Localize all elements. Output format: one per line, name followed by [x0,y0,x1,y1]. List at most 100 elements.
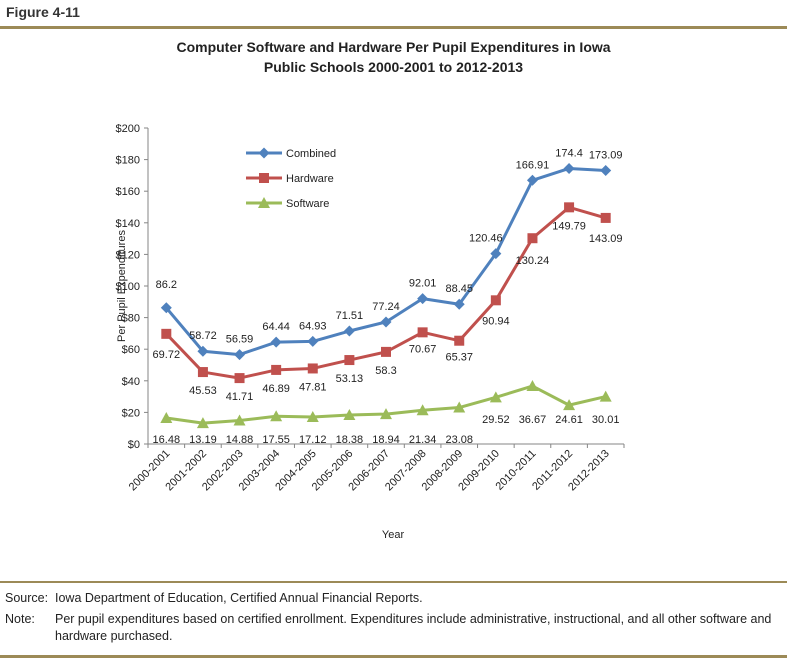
hardware-point [344,355,355,366]
chart-title-line-2: Public Schools 2000-2001 to 2012-2013 [263,59,524,75]
combined-point [160,302,172,314]
y-tick-label: $160 [116,186,140,198]
hardware-point [197,367,208,378]
combined-point [270,336,282,348]
source-text: Iowa Department of Education, Certified … [55,591,423,605]
software-point [196,417,209,429]
hardware-point [381,346,391,357]
hardware-data-label: 143.09 [589,233,623,245]
hardware-point [307,363,318,374]
hardware-point [564,202,575,213]
software-data-label: 21.34 [409,434,437,446]
software-point [416,404,429,416]
combined-data-label: 64.44 [262,321,290,333]
combined-point [234,349,246,361]
x-axis-title: Year [382,529,405,541]
combined-data-label: 77.24 [372,301,400,313]
legend-label-combined: Combined [286,148,336,160]
combined-point [526,174,538,186]
software-point [453,401,466,413]
hardware-point [417,327,428,338]
y-tick-label: $40 [122,376,140,388]
y-tick-label: $140 [116,218,140,230]
y-tick-label: $60 [122,344,140,356]
hardware-point [234,373,245,384]
software-point [380,408,392,420]
combined-data-label: 174.4 [555,147,583,159]
software-point [233,414,246,426]
software-point [270,410,283,422]
software-point [306,410,319,422]
hardware-point [490,295,501,306]
y-tick-label: $0 [128,439,140,451]
combined-point [343,325,355,337]
combined-point [453,298,465,310]
combined-point [490,248,502,260]
hardware-point [271,364,282,375]
combined-data-label: 58.72 [189,330,217,342]
software-data-label: 18.94 [372,434,400,446]
legend-label-hardware: Hardware [286,173,334,185]
software-data-label: 24.61 [555,414,583,426]
hardware-data-label: 70.67 [409,343,437,355]
combined-point [307,335,319,347]
software-data-label: 18.38 [336,434,364,446]
legend-marker-software [258,197,270,208]
legend-marker-combined [258,147,270,159]
software-data-label: 13.19 [189,434,217,446]
hardware-point [454,335,465,346]
legend-marker-hardware [259,173,269,183]
combined-data-label: 88.45 [445,283,473,295]
software-point [160,411,173,423]
combined-data-label: 173.09 [589,150,623,162]
note-text: Per pupil expenditures based on certifie… [55,612,772,643]
hardware-data-label: 45.53 [189,385,217,397]
source-key: Source: [5,591,49,605]
middle-rule [0,581,787,583]
hardware-data-label: 130.24 [516,255,550,267]
y-tick-label: $200 [116,123,140,135]
chart-title: Computer Software and Hardware Per Pupil… [100,37,687,77]
combined-data-label: 56.59 [226,334,254,346]
note-key: Note: [5,612,35,626]
software-data-label: 36.67 [519,414,547,426]
software-data-label: 16.48 [153,434,181,446]
software-data-label: 23.08 [445,434,473,446]
software-data-label: 30.01 [592,414,620,426]
footnotes: Source: Iowa Department of Education, Ce… [5,590,775,645]
software-point [563,399,576,411]
software-data-label: 14.88 [226,434,254,446]
hardware-point [527,233,538,244]
software-point [526,380,539,392]
note-row: Note: Per pupil expenditures based on ce… [5,611,775,645]
y-tick-label: $80 [122,313,140,325]
combined-point [380,316,392,328]
line-chart: $0$20$40$60$80$100$120$140$160$180$20020… [116,123,625,541]
y-tick-label: $20 [122,407,140,419]
combined-data-label: 92.01 [409,278,437,290]
software-data-label: 17.55 [262,434,290,446]
bottom-rule [0,655,787,658]
figure-label: Figure 4-11 [6,4,80,20]
hardware-data-label: 90.94 [482,315,510,327]
combined-point [197,345,209,357]
combined-data-label: 86.2 [156,279,177,291]
combined-data-label: 120.46 [469,233,503,245]
hardware-data-label: 58.3 [375,365,396,377]
top-rule [0,26,787,29]
source-row: Source: Iowa Department of Education, Ce… [5,590,775,607]
software-data-label: 29.52 [482,414,510,426]
combined-data-label: 71.51 [336,310,364,322]
hardware-data-label: 41.71 [226,391,254,403]
y-tick-label: $180 [116,155,140,167]
combined-data-label: 64.93 [299,320,327,332]
chart-title-line-1: Computer Software and Hardware Per Pupil… [176,39,611,55]
combined-data-label: 166.91 [516,159,550,171]
y-tick-label: $120 [116,249,140,261]
software-point [343,408,356,420]
combined-point [563,162,575,174]
software-point [489,391,502,403]
hardware-data-label: 69.72 [153,349,181,361]
y-tick-label: $100 [116,281,140,293]
software-data-label: 17.12 [299,434,327,446]
